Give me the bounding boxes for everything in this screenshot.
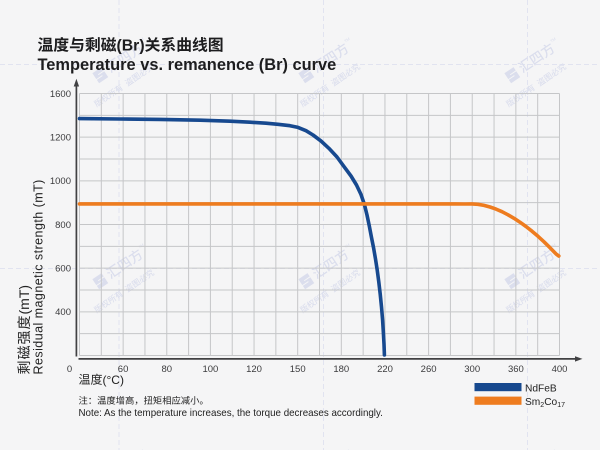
- svg-text:150: 150: [290, 364, 306, 375]
- svg-text:600: 600: [55, 264, 71, 275]
- svg-text:(Br): (Br): [117, 38, 145, 55]
- svg-text:TM: TM: [343, 448, 351, 450]
- svg-text:220: 220: [377, 364, 393, 375]
- svg-text:360: 360: [508, 364, 524, 375]
- svg-text:Sm2Co17: Sm2Co17: [525, 397, 565, 409]
- svg-text:NdFeB: NdFeB: [525, 383, 557, 394]
- svg-text:TM: TM: [343, 36, 351, 43]
- svg-text:1600: 1600: [50, 89, 71, 100]
- svg-text:400: 400: [55, 307, 71, 318]
- svg-text:(°C): (°C): [103, 373, 124, 387]
- svg-text:TM: TM: [137, 448, 145, 450]
- svg-text:400: 400: [552, 364, 568, 375]
- svg-text:1000: 1000: [50, 176, 71, 187]
- svg-text:(mT): (mT): [16, 285, 32, 315]
- svg-text:Note: As the temperature incre: Note: As the temperature increases, the …: [79, 408, 383, 419]
- svg-text:80: 80: [162, 364, 173, 375]
- svg-text:800: 800: [55, 220, 71, 231]
- svg-text:60: 60: [118, 364, 129, 375]
- svg-text:TM: TM: [549, 448, 557, 450]
- svg-text:260: 260: [421, 364, 437, 375]
- svg-text:180: 180: [333, 364, 349, 375]
- svg-text:Residual magnetic strength (mT: Residual magnetic strength (mT): [32, 179, 46, 374]
- svg-text:TM: TM: [137, 36, 145, 43]
- svg-text:100: 100: [202, 364, 218, 375]
- svg-text:120: 120: [246, 364, 262, 375]
- svg-text:300: 300: [464, 364, 480, 375]
- svg-text:1200: 1200: [50, 133, 71, 144]
- svg-text:Temperature vs. remanence (Br): Temperature vs. remanence (Br) curve: [38, 56, 337, 74]
- svg-text:TM: TM: [549, 36, 557, 43]
- svg-text:0: 0: [67, 364, 72, 375]
